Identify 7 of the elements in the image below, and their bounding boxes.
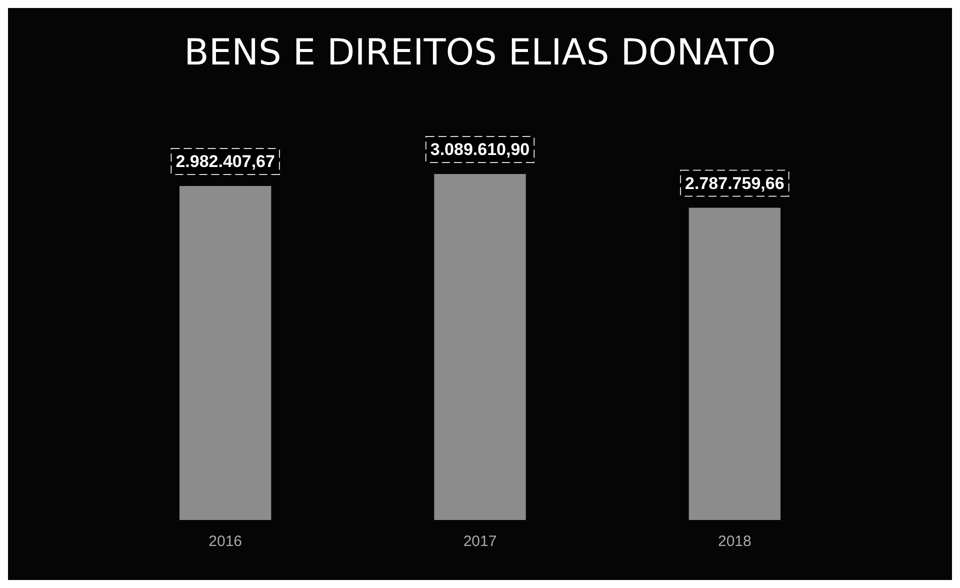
x-tick-label: 2016 — [208, 533, 242, 550]
data-label: 2.787.759,66 — [685, 174, 784, 193]
x-tick-label: 2018 — [718, 533, 752, 550]
data-label: 2.982.407,67 — [176, 152, 275, 171]
data-label: 3.089.610,90 — [430, 140, 530, 159]
chart-title: BENS E DIREITOS ELIAS DONATO — [184, 32, 776, 74]
x-tick-label: 2017 — [463, 533, 497, 550]
